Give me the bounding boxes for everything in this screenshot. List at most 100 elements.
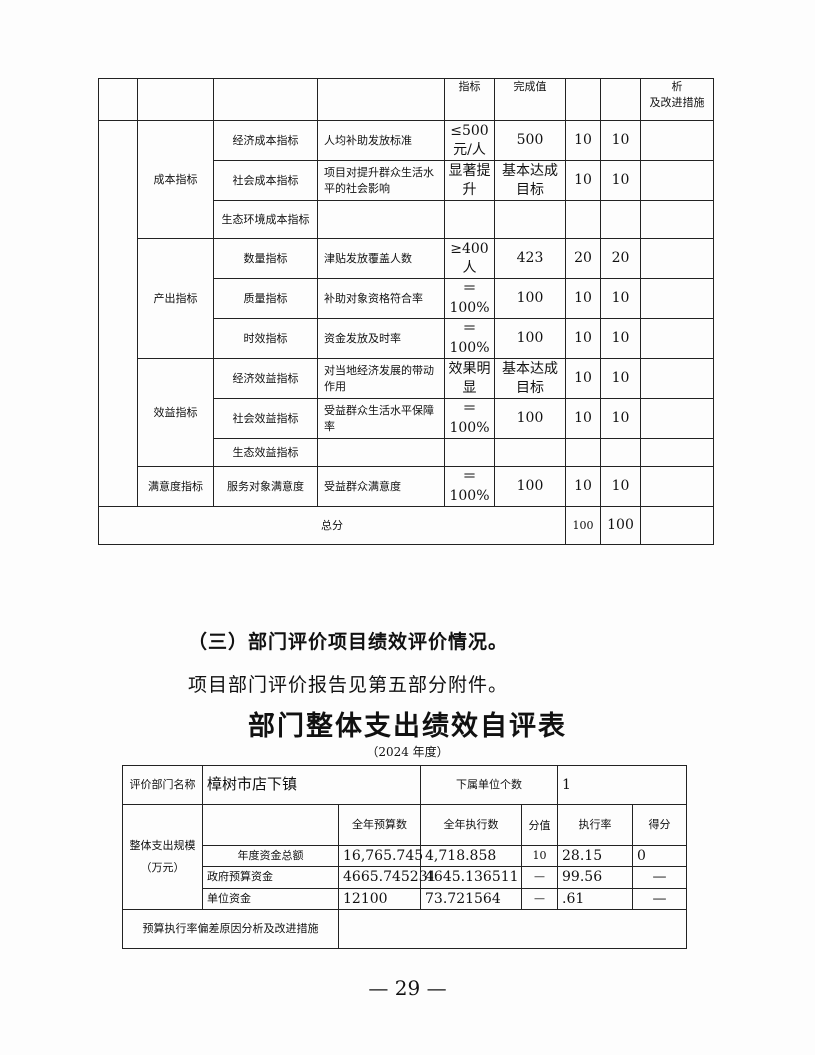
actual-cell: 基本达成目标	[494, 160, 566, 201]
actual-cell	[494, 200, 566, 239]
actual-cell: 基本达成目标	[494, 358, 566, 399]
score-cell: 10	[600, 278, 641, 319]
notes-cell	[640, 278, 714, 319]
category-cell: 产出指标	[137, 238, 214, 359]
target-cell: ≤500元/人	[444, 120, 495, 161]
notes-cell	[640, 506, 714, 545]
indicator-cell: 人均补助发放标准	[317, 120, 445, 161]
weight-cell	[565, 200, 601, 239]
indicator-cell: 受益群众生活水平保障率	[317, 398, 445, 439]
col-header: 执行率	[557, 804, 634, 846]
notes-cell	[640, 200, 714, 239]
target-cell: 显著提升	[444, 160, 495, 201]
header-cell: 完成值	[494, 78, 566, 121]
weight-cell: 10	[565, 466, 601, 507]
indicator-cell	[317, 200, 445, 239]
indicator-cell: 受益群众满意度	[317, 466, 445, 507]
analysis-row: 预算执行率偏差原因分析及改进措施	[122, 908, 688, 949]
actual-cell: 100	[494, 466, 566, 507]
sub-units-value: 1	[557, 765, 688, 805]
page-number: — 29 —	[368, 976, 447, 1000]
weight-cell: 10	[565, 160, 601, 201]
blank-cell	[202, 804, 339, 846]
table-title: 部门整体支出绩效自评表	[248, 711, 567, 742]
notes-cell	[640, 120, 714, 161]
category-cell: 效益指标	[137, 358, 214, 467]
budget-value: 16,765.745	[337, 844, 423, 868]
budget-value: 12100	[337, 887, 422, 910]
executed-value: 4645.136511	[420, 866, 523, 889]
header-cell: 指标	[444, 78, 495, 121]
points-value: 10	[521, 844, 559, 868]
category-cell: 满意度指标	[137, 466, 214, 507]
col-header: 分值	[521, 804, 559, 846]
analysis-label: 预算执行率偏差原因分析及改进措施	[122, 908, 339, 949]
weight-cell: 10	[565, 358, 601, 399]
header-cell	[137, 78, 214, 121]
header-cell	[213, 78, 318, 121]
actual-cell: 500	[494, 120, 566, 161]
notes-cell	[640, 398, 714, 439]
score-cell: 10	[600, 120, 641, 161]
target-cell: 效果明显	[444, 358, 495, 399]
analysis-value	[337, 908, 688, 949]
score-cell: 10	[600, 466, 641, 507]
weight-cell: 10	[565, 278, 601, 319]
table-row: 时效指标 资金发放及时率 ＝100% 100 10 10	[99, 318, 714, 359]
total-weight: 100	[565, 506, 601, 545]
sub-indicator-cell: 服务对象满意度	[213, 466, 318, 507]
rate-value: 28.15	[557, 844, 634, 868]
sub-indicator-cell: 质量指标	[213, 278, 318, 319]
indicator-cell: 津贴发放覆盖人数	[317, 238, 445, 279]
weight-cell: 10	[565, 398, 601, 439]
executed-value: 4,718.858	[420, 844, 523, 868]
header-cell: 析 及改进措施	[640, 78, 714, 121]
header-cell	[600, 78, 641, 121]
fund-label: 年度资金总额	[202, 844, 339, 868]
executed-value: 73.721564	[420, 887, 523, 910]
section-heading: （三）部门评价项目绩效评价情况。	[188, 631, 509, 653]
target-cell	[444, 200, 495, 239]
sub-indicator-cell: 时效指标	[213, 318, 318, 359]
fund-label: 单位资金	[202, 887, 339, 910]
notes-cell	[640, 466, 714, 507]
actual-cell	[494, 438, 566, 467]
points-value: —	[521, 866, 559, 889]
table-row: 满意度指标 服务对象满意度 受益群众满意度 ＝100% 100 10 10	[99, 466, 714, 507]
score-cell	[600, 438, 641, 467]
sub-indicator-cell: 生态环境成本指标	[213, 200, 318, 239]
actual-cell: 100	[494, 278, 566, 319]
weight-cell: 10	[565, 318, 601, 359]
sub-indicator-cell: 经济成本指标	[213, 120, 318, 161]
sub-indicator-cell: 社会成本指标	[213, 160, 318, 201]
actual-cell: 100	[494, 398, 566, 439]
col-header: 得分	[632, 804, 688, 846]
table-row: 效益指标 经济效益指标 对当地经济发展的带动作用 效果明显 基本达成目标 10 10	[99, 358, 714, 467]
budget-value: 4665.745231	[337, 866, 437, 889]
weight-cell: 10	[565, 120, 601, 161]
header-cell	[565, 78, 601, 121]
score-cell: 10	[600, 318, 641, 359]
score-cell: 10	[600, 358, 641, 399]
table-year: （2024 年度）	[366, 745, 449, 759]
indicator-cell	[317, 438, 445, 467]
dept-label: 评价部门名称	[122, 765, 203, 805]
indicator-cell: 对当地经济发展的带动作用	[317, 358, 445, 399]
sub-indicator-cell: 生态效益指标	[213, 438, 318, 467]
fund-row: 单位资金 12100 73.721564— .61—	[123, 887, 688, 910]
indicator-cell: 项目对提升群众生活水平的社会影响	[317, 160, 445, 201]
total-row: 总分 100 100	[98, 506, 714, 545]
sub-indicator-cell: 经济效益指标	[213, 358, 318, 399]
weight-cell	[565, 438, 601, 467]
target-cell	[444, 438, 495, 467]
rate-value: 99.56	[557, 866, 634, 889]
header-row: 指标 完成值 析 及改进措施	[98, 78, 714, 121]
weight-cell: 20	[565, 238, 601, 279]
score-cell	[600, 200, 641, 239]
notes-cell	[640, 318, 714, 359]
total-score: 100	[600, 506, 641, 545]
target-cell: ＝100%	[444, 466, 495, 507]
header-cell	[317, 78, 445, 121]
fund-row: 政府预算资金 4665.745231 4645.136511—99.56—	[123, 866, 688, 889]
score-cell: 10	[600, 160, 641, 201]
